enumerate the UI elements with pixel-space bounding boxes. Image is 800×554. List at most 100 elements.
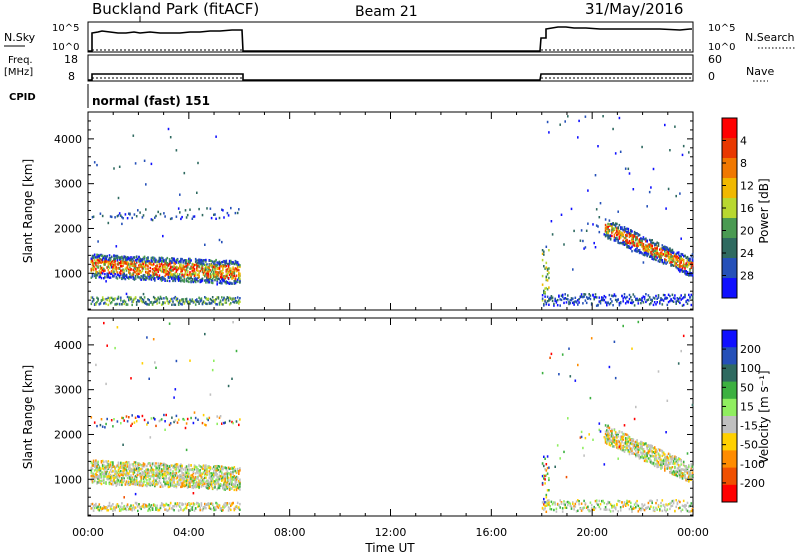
echo-cell [149,436,152,439]
echo-cell [541,474,544,478]
echo-cell [232,321,234,324]
echo-cell [122,443,124,446]
echo-cell [138,260,140,264]
echo-cell [623,501,626,504]
colorbar-swatch [722,238,737,259]
echo-cell [107,262,110,265]
echo-cell [140,507,142,511]
echo-cell [679,268,681,271]
echo-cell [185,483,188,487]
echo-cell [134,481,137,484]
echo-cell [626,227,628,230]
echo-cell [166,269,169,273]
echo-cell [197,477,199,480]
echo-cell [554,501,556,504]
echo-cell [631,438,633,442]
echo-cell [667,293,670,296]
echo-cell [587,222,589,225]
echo-cell [215,270,217,274]
echo-cell [645,240,647,243]
echo-cell [635,455,637,458]
echo-cell [123,472,125,475]
echo-cell [592,294,594,297]
echo-cell [126,482,129,486]
echo-cell [228,263,231,266]
echo-cell [669,252,671,255]
echo-cell [189,359,191,362]
echo-cell [661,244,664,247]
echo-cell [188,483,190,486]
echo-cell [196,266,198,269]
echo-cell [182,481,184,484]
echo-cell [550,297,553,300]
echo-cell [190,468,192,472]
echo-cell [179,301,181,304]
echo-cell [180,267,182,271]
echo-cell [139,211,141,214]
echo-cell [132,256,135,259]
echo-cell [216,502,218,505]
echo-cell [613,445,616,448]
echo-cell [105,255,107,259]
echo-cell [635,244,637,248]
cpid-panel: CPID normal (fast) 151 [9,84,210,108]
echo-cell [198,464,200,467]
echo-cell [543,503,545,506]
echo-cell [239,281,241,284]
echo-cell [149,262,152,266]
echo-cell [633,244,636,247]
echo-cell [205,465,207,469]
echo-cell [619,236,622,239]
echo-cell [655,249,657,252]
echo-cell [156,477,158,480]
echo-cell [645,237,647,240]
echo-cell [133,475,136,479]
echo-cell [636,298,638,302]
echo-cell [239,488,241,491]
echo-cell [205,507,207,510]
echo-cell [92,472,95,476]
echo-cell [107,504,110,508]
echo-cell [186,276,189,279]
echo-cell [192,470,195,473]
echo-cell [169,136,172,139]
echo-cell [120,299,122,302]
echo-cell [123,477,125,480]
echo-cell [681,297,684,300]
echo-cell [617,499,619,503]
echo-cell [182,417,184,421]
echo-cell [206,503,208,506]
echo-cell [618,237,621,240]
echo-cell [199,279,201,282]
echo-cell [646,245,648,248]
echo-cell [206,272,208,275]
echo-cell [104,258,106,261]
echo-cell [117,461,120,464]
echo-cell [118,276,121,279]
echo-cell [105,506,107,509]
echo-cell [114,297,116,300]
echo-cell [211,265,214,269]
echo-cell [197,481,199,485]
echo-cell [143,503,146,506]
echo-cell [667,248,670,252]
echo-cell [606,304,608,307]
echo-cell [564,506,566,509]
echo-cell [97,261,99,264]
echo-cell [155,260,157,263]
echo-cell [90,503,93,506]
echo-cell [99,267,102,271]
echo-cell [660,297,662,300]
echo-cell [616,230,618,233]
echo-cell [228,281,231,284]
echo-cell [191,298,194,301]
echo-cell [217,479,220,482]
echo-cell [182,484,184,487]
echo-cell [97,477,99,481]
echo-cell [109,260,112,264]
echo-cell [179,193,181,196]
echo-cell [198,479,200,482]
echo-cell [664,254,666,257]
echo-cell [228,502,231,505]
echo-cell [151,218,154,222]
